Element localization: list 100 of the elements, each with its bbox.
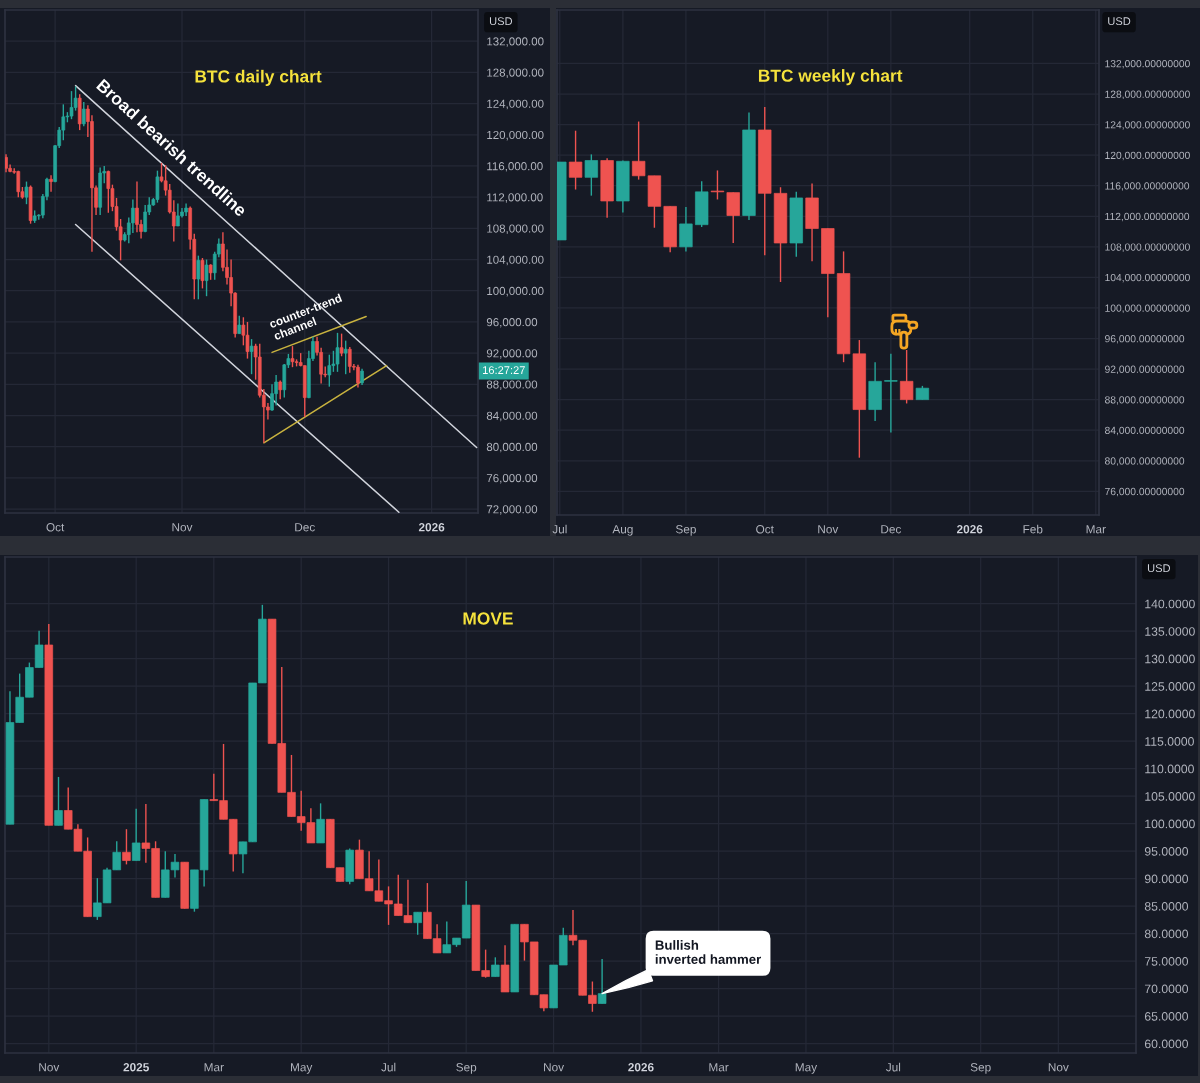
y-axis-title: USD [1108, 17, 1131, 26]
y-tick-label: 100.0000 [1145, 819, 1195, 829]
text: BTC weekly chart [758, 69, 903, 86]
x-tick-label: Mar [204, 1063, 224, 1072]
y-tick-label: 90.0000 [1144, 874, 1189, 884]
candlestick [491, 956, 500, 978]
candlestick [339, 332, 344, 357]
candlestick [274, 374, 278, 407]
y-tick-label: 96,000.00000000 [1105, 335, 1185, 344]
candlestick [327, 353, 332, 388]
y-axis-title: USD [489, 17, 513, 26]
y-tick-label: 70.0000 [1144, 984, 1189, 994]
y-tick-label: 80.0000 [1144, 929, 1189, 939]
y-tick-label: 104,000.00 [487, 255, 544, 266]
y-tick-label: 108,000.00 [487, 224, 544, 235]
x-tick-label: 2026 [418, 523, 445, 532]
y-tick-label: 80,000.00 [486, 442, 538, 453]
y-tick-label: 120,000.00000000 [1105, 151, 1190, 161]
x-tick-label: Jul [552, 524, 567, 534]
candlestick [176, 202, 180, 227]
candlestick [679, 206, 693, 253]
y-tick-label: 104,000.00000000 [1105, 273, 1190, 283]
y-tick-label: 96,000.00 [486, 318, 538, 328]
y-tick-label: 65.0000 [1144, 1012, 1189, 1021]
y-tick-label: 116,000.00000000 [1105, 182, 1190, 191]
x-tick-label: Oct [46, 523, 65, 532]
candlestick [24, 180, 29, 205]
x-tick-label: May [795, 1063, 818, 1074]
candlestick [347, 346, 352, 374]
candlestick [16, 169, 21, 198]
y-tick-label: 112,000.00 [487, 193, 543, 203]
y-tick-label: 120,000.00 [487, 130, 544, 141]
y-tick-label: 95.0000 [1144, 847, 1189, 856]
x-tick-label: 2026 [628, 1063, 654, 1072]
x-tick-label: Dec [881, 525, 902, 534]
y-tick-label: 105.0000 [1145, 792, 1195, 801]
x-tick-label: Feb [1023, 524, 1043, 534]
candlestick [726, 191, 740, 244]
y-tick-label: 84,000.00000000 [1105, 426, 1185, 436]
candlestick [122, 828, 131, 866]
text: MOVE [463, 612, 513, 625]
candlestick [196, 254, 201, 301]
x-tick-label: May [291, 1063, 313, 1074]
y-tick-label: 115.0000 [1145, 737, 1194, 746]
text: 16:27:27 [483, 366, 525, 375]
x-tick-label: Oct [756, 525, 774, 534]
x-tick-label: Mar [1086, 525, 1106, 534]
x-tick-label: 2025 [123, 1063, 149, 1072]
y-tick-label: 60.0000 [1144, 1039, 1189, 1049]
y-tick-label: 75.0000 [1144, 957, 1189, 966]
x-tick-label: Sep [970, 1063, 991, 1074]
x-tick-label: Jul [381, 1062, 396, 1072]
candlestick [584, 153, 598, 197]
candlestick [568, 130, 583, 191]
x-tick-label: Nov [39, 1063, 60, 1072]
y-tick-label: 125.0000 [1145, 682, 1195, 691]
y-tick-label: 92,000.00 [486, 349, 538, 359]
y-tick-label: 76,000.00 [486, 474, 538, 484]
candlestick [131, 808, 141, 862]
y-tick-label: 124,000.00 [487, 99, 544, 110]
x-tick-label: Nov [544, 1063, 565, 1072]
y-tick-label: 135.0000 [1145, 627, 1195, 636]
candlestick [249, 338, 254, 375]
candlestick [413, 911, 422, 936]
candlestick [106, 169, 111, 214]
candlestick [143, 204, 147, 233]
candlestick [597, 958, 607, 1005]
y-tick-label: 124,000.00000000 [1105, 121, 1190, 130]
candlestick [290, 345, 295, 368]
y-tick-label: 100,000.00000000 [1105, 304, 1190, 313]
candlestick [335, 332, 340, 373]
candlestick [278, 379, 283, 400]
text: BTC daily chart [195, 69, 322, 86]
annotation: Bullish inverted hammer [655, 940, 762, 964]
candlestick [343, 339, 348, 375]
x-tick-label: Sep [456, 1063, 477, 1074]
candlestick [204, 258, 209, 297]
y-tick-label: 132,000.00 [487, 37, 544, 47]
y-tick-label: 85.0000 [1144, 902, 1189, 911]
y-axis-title: USD [1147, 564, 1171, 573]
y-tick-label: 110.0000 [1145, 764, 1194, 774]
x-tick-label: Aug [612, 525, 633, 536]
y-tick-label: 88,000.00000000 [1105, 396, 1185, 405]
y-tick-label: 76,000.00000000 [1105, 487, 1185, 497]
candlestick [200, 257, 205, 290]
x-tick-label: Jul [885, 1062, 901, 1072]
y-tick-label: 132,000.00000000 [1105, 60, 1190, 69]
candlestick [131, 198, 135, 234]
x-tick-label: Nov [172, 523, 193, 532]
y-tick-label: 72,000.00 [486, 505, 538, 515]
candlestick [54, 776, 63, 827]
candlestick [316, 802, 325, 844]
candlestick [155, 169, 160, 204]
candlestick [81, 101, 86, 127]
x-tick-label: Sep [675, 525, 696, 536]
candlestick [49, 174, 53, 193]
x-tick-label: Mar [709, 1063, 729, 1072]
y-tick-label: 92,000.00000000 [1105, 365, 1185, 375]
y-tick-label: 116,000.00 [487, 162, 543, 172]
candlestick [884, 353, 898, 434]
